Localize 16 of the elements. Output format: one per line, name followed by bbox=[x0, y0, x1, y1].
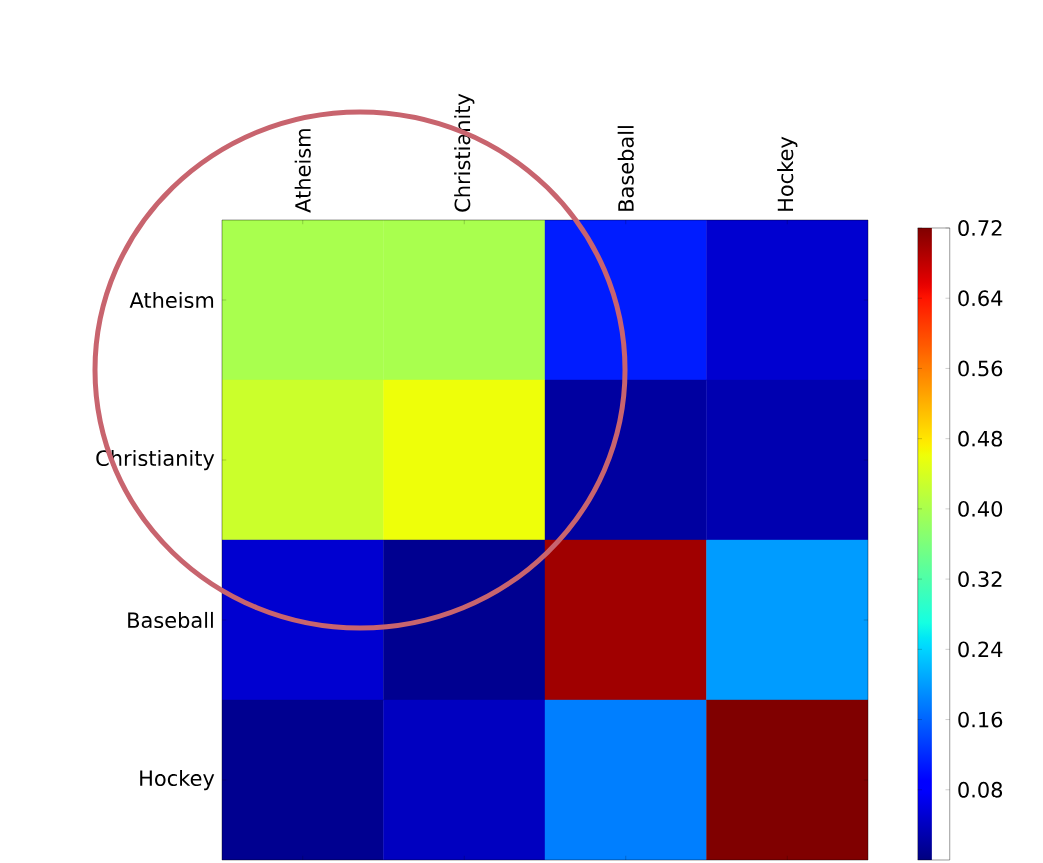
x-tick-label: Baseball bbox=[617, 126, 634, 211]
color-bar-label: 0.56 bbox=[958, 360, 1003, 377]
color-bar-label: 0.16 bbox=[958, 711, 1003, 728]
color-bar-label: 0.72 bbox=[958, 220, 1002, 236]
x-tick-label: Christianity bbox=[454, 93, 475, 212]
color-bar-label: 0.08 bbox=[958, 781, 1003, 798]
y-tick-label: Hockey bbox=[140, 769, 215, 791]
color-bar-label: 0.32 bbox=[958, 571, 1002, 588]
color-bar-label: 0.64 bbox=[958, 290, 1003, 307]
x-tick-label: Hockey bbox=[777, 136, 798, 211]
y-tick-label: Baseball bbox=[128, 611, 213, 629]
x-tick-label: Atheism bbox=[294, 129, 311, 213]
y-tick-label: Atheism bbox=[129, 291, 214, 309]
color-bar-label: 0.24 bbox=[958, 641, 1003, 658]
color-bar-label: 0.48 bbox=[958, 430, 1003, 447]
color-bar-label: 0.40 bbox=[958, 500, 1003, 517]
